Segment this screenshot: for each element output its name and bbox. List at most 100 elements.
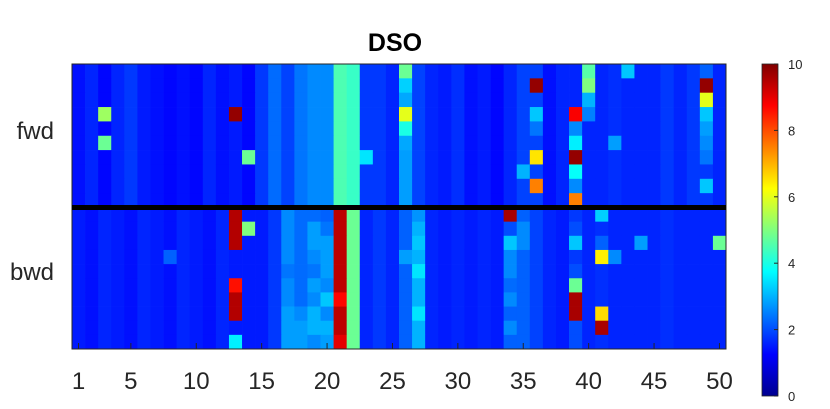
heatmap-cell-bwd	[451, 207, 465, 222]
heatmap-cell-fwd	[385, 121, 400, 137]
heatmap-cell-fwd	[359, 150, 374, 165]
heatmap-cell-fwd	[647, 64, 661, 79]
heatmap-cell-fwd	[176, 64, 191, 79]
heatmap-cell-bwd	[124, 264, 138, 279]
heatmap-cell-bwd	[359, 207, 374, 222]
heatmap-cell-bwd	[660, 249, 675, 265]
heatmap-cell-fwd	[72, 107, 86, 122]
heatmap-cell-fwd	[712, 92, 727, 108]
heatmap-cell-fwd	[307, 64, 321, 79]
heatmap-cell-fwd	[346, 121, 361, 137]
heatmap-cell-fwd	[490, 121, 504, 137]
heatmap-cell-fwd	[595, 64, 609, 79]
heatmap-cell-bwd	[608, 207, 622, 222]
heatmap-cell-bwd	[150, 278, 164, 293]
heatmap-cell-fwd	[686, 150, 701, 165]
heatmap-cell-fwd	[516, 164, 531, 180]
heatmap-cell-bwd	[72, 334, 86, 350]
heatmap-cell-bwd	[189, 306, 204, 322]
heatmap-cell-fwd	[412, 64, 426, 79]
heatmap-cell-bwd	[569, 264, 583, 279]
heatmap-cell-bwd	[294, 292, 308, 307]
heatmap-cell-bwd	[477, 221, 491, 237]
heatmap-cell-fwd	[98, 150, 112, 165]
heatmap-cell-bwd	[595, 235, 609, 251]
heatmap-cell-fwd	[621, 64, 635, 79]
heatmap-cell-bwd	[72, 292, 86, 307]
heatmap-cell-fwd	[660, 64, 675, 79]
heatmap-cell-bwd	[281, 306, 295, 322]
heatmap-cell-fwd	[307, 92, 321, 108]
heatmap-cell-bwd	[412, 334, 426, 350]
heatmap-cell-fwd	[516, 150, 531, 165]
heatmap-cell-bwd	[569, 278, 583, 293]
heatmap-cell-fwd	[124, 107, 138, 122]
heatmap-cell-bwd	[85, 235, 99, 251]
heatmap-cell-fwd	[555, 107, 570, 122]
heatmap-cell-bwd	[294, 264, 308, 279]
heatmap-cell-bwd	[176, 264, 191, 279]
heatmap-cell-fwd	[228, 164, 243, 180]
heatmap-cell-bwd	[569, 235, 583, 251]
heatmap-cell-bwd	[660, 221, 675, 237]
heatmap-cell-bwd	[111, 235, 125, 251]
heatmap-cell-fwd	[320, 135, 334, 151]
heatmap-cell-fwd	[399, 78, 413, 94]
heatmap-cell-bwd	[137, 249, 151, 265]
heatmap-cell-fwd	[634, 150, 648, 165]
heatmap-cell-fwd	[228, 135, 243, 151]
heatmap-cell-bwd	[503, 320, 518, 336]
heatmap-cell-bwd	[464, 235, 478, 251]
heatmap-cell-fwd	[555, 164, 570, 180]
heatmap-cell-fwd	[451, 135, 465, 151]
heatmap-cell-bwd	[320, 292, 334, 307]
heatmap-cell-fwd	[176, 193, 191, 208]
heatmap-cell-bwd	[686, 334, 701, 350]
heatmap-cell-bwd	[516, 221, 531, 237]
heatmap-cell-bwd	[255, 278, 269, 293]
heatmap-cell-bwd	[359, 264, 374, 279]
heatmap-cell-fwd	[189, 78, 204, 94]
heatmap-cell-bwd	[699, 292, 714, 307]
heatmap-cell-fwd	[399, 193, 413, 208]
heatmap-cell-fwd	[634, 164, 648, 180]
heatmap-cell-fwd	[372, 164, 387, 180]
heatmap-cell-fwd	[516, 178, 531, 194]
heatmap-cell-fwd	[98, 92, 112, 108]
heatmap-cell-fwd	[228, 107, 243, 122]
heatmap-cell-bwd	[72, 235, 86, 251]
heatmap-cell-fwd	[529, 193, 544, 208]
heatmap-cell-bwd	[228, 264, 243, 279]
heatmap-cell-bwd	[85, 292, 99, 307]
heatmap-cell-fwd	[555, 121, 570, 137]
heatmap-cell-bwd	[242, 249, 256, 265]
colorbar	[761, 63, 779, 397]
heatmap-cell-fwd	[111, 92, 125, 108]
heatmap-cell-bwd	[477, 207, 491, 222]
heatmap-cell-fwd	[242, 193, 256, 208]
heatmap-cell-fwd	[634, 178, 648, 194]
heatmap-cell-fwd	[150, 121, 164, 137]
heatmap-cell-bwd	[712, 221, 727, 237]
heatmap-cell-fwd	[359, 121, 374, 137]
heatmap-cell-fwd	[176, 135, 191, 151]
heatmap-cell-bwd	[647, 249, 661, 265]
heatmap-cell-bwd	[542, 235, 557, 251]
heatmap-cell-fwd	[137, 78, 151, 94]
heatmap-cell-fwd	[686, 64, 701, 79]
heatmap-cell-fwd	[595, 121, 609, 137]
heatmap-cell-fwd	[281, 107, 295, 122]
heatmap-cell-fwd	[255, 164, 269, 180]
heatmap-cell-bwd	[555, 334, 570, 350]
heatmap-cell-fwd	[281, 193, 295, 208]
heatmap-cell-bwd	[425, 207, 439, 222]
heatmap-cell-fwd	[150, 64, 164, 79]
heatmap-cell-fwd	[412, 150, 426, 165]
heatmap-cell-fwd	[542, 135, 557, 151]
heatmap-cell-fwd	[333, 193, 348, 208]
heatmap-cell-fwd	[163, 92, 177, 108]
heatmap-cell-fwd	[438, 121, 452, 137]
heatmap-cell-fwd	[72, 135, 86, 151]
heatmap-cell-fwd	[294, 193, 308, 208]
heatmap-cell-bwd	[529, 278, 544, 293]
